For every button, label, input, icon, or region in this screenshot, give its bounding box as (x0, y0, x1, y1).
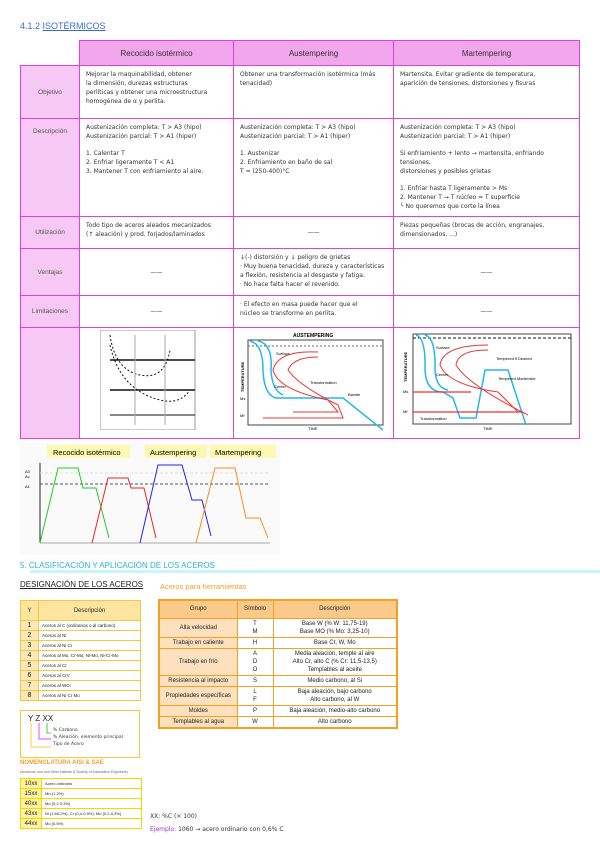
martempering-figure: TEMPERATURE Ms Mf Surface Center Tempered if … (403, 333, 572, 431)
table-cell: ↓(-) distorsión y ↓ peligro de grietas · … (233, 248, 394, 296)
table-row: Propiedades específicas L F Baja aleación, … (158, 685, 398, 706)
row-label: Ventajas (20, 248, 80, 296)
table-row: 43xx Ni (1,65-2%), Cr (0,4-0,9%), Mo (0,2… (20, 808, 142, 819)
table-cell: Martensita. Evitar gradiente de temperat… (393, 65, 580, 119)
table-row: Templables al agua W Alto carbono (158, 715, 398, 728)
table-row: 8 Aceros al Ni Cr Mo (20, 690, 141, 701)
svg-text:Ac: Ac (25, 474, 30, 479)
yzxx-box: Y Z XX % Carbono % Aleación, elemento pr… (20, 710, 140, 758)
table-cell: Austenización completa: T > A3 (hipo) Aus… (393, 118, 580, 217)
row-label: Objetivo (20, 65, 80, 119)
table-cell: —— (393, 248, 580, 296)
svg-text:Ms: Ms (403, 389, 408, 394)
table-cell: —— (79, 295, 234, 328)
svg-text:Ms: Ms (240, 396, 245, 401)
table-row: 44xx Mo (0,5%) (20, 818, 142, 829)
note-example: Ejemplo: 1060 → acero ordinario con 0,6%… (150, 826, 284, 833)
table-row: Limitaciones —— · El efecto en masa puede … (20, 295, 580, 328)
svg-text:Bainite: Bainite (348, 392, 361, 397)
table-row: 7 Aceros al WCr (20, 680, 141, 691)
svg-text:TIME: TIME (308, 426, 318, 431)
table-row: 10xx Acero ordinario (20, 778, 142, 789)
isothermal-table: Recocido isotérmico Austempering Martemp… (20, 40, 580, 439)
svg-text:Mf: Mf (403, 409, 408, 414)
austempering-figure: AUSTEMPERING TEMPERATURE Ms Mf TIME Surface Ce… (240, 333, 384, 431)
row-label: Utilización (20, 216, 80, 249)
herramientas-table: Grupo Símbolo Descripción Alta velocidad T M… (158, 599, 398, 729)
table-row: Trabajo en frío A D O Media aleación, temple… (158, 647, 398, 676)
svg-text:TIME: TIME (483, 426, 493, 431)
legend-martempering (210, 445, 276, 458)
table-row: 2 Aceros al Ni (20, 630, 141, 641)
table-cell: · El efecto en masa puede hacer que el nú… (233, 295, 394, 328)
legend-label: Recocido isotérmico (53, 448, 121, 457)
table-row: 1 Aceros al C (ordinarios o al carbono) (20, 620, 141, 631)
series-martempering (195, 467, 269, 544)
svg-text:Transformation: Transformation (420, 416, 447, 421)
section-divider (30, 570, 600, 573)
process-chart: Recocido isotérmico Austempering Martemp… (20, 443, 280, 555)
table-cell: Mejorar la maquinabilidad, obtener la dim… (79, 65, 234, 119)
svg-text:AUSTEMPERING: AUSTEMPERING (293, 333, 333, 339)
table-row: 40xx Mo (0,2-0,3%) (20, 798, 142, 809)
col-header: Martempering (393, 40, 580, 66)
table-row: Utilización Todo tipo de aceros aleados m… (20, 216, 580, 249)
y-axis-label: TEMPERATURE (240, 362, 245, 392)
table-row: 5 Aceros al Cr (20, 660, 141, 671)
table-row: Objetivo Mejorar la maquinabilidad, obten… (20, 65, 580, 119)
aisi-table: 10xx Acero ordinario 15xx Mn (1-2%) 40xx Mo (… (20, 778, 142, 829)
svg-text:Mf: Mf (240, 413, 245, 418)
table-row: Alta velocidad T M Base W (% W: 11,75-19) Ba… (158, 617, 398, 638)
table-cell: Todo tipo de aceros aleados mecanizados(… (79, 216, 234, 249)
section-heading: 4.1.2 ISOTÉRMICOS (20, 21, 106, 31)
legend-label: Martempering (215, 448, 261, 457)
series-recocido-parcial (91, 477, 157, 544)
col-header: Recocido isotérmico (79, 40, 234, 66)
col-header: Austempering (233, 40, 394, 66)
table-cell: Austenización completa: T > A3 (hipo) Aus… (233, 118, 394, 217)
table-row: Moldes P Baja aleación, medio-alto carbono (158, 704, 398, 717)
table-cell: —— (393, 295, 580, 328)
designacion-title: DESIGNACIÓN DE LOS ACEROS (20, 580, 144, 589)
svg-text:Transformation: Transformation (310, 380, 337, 385)
table-row: 3 Aceros al Ni Cr (20, 640, 141, 651)
svg-text:Center: Center (274, 384, 287, 389)
series-recocido (39, 467, 110, 544)
legend-recocido (47, 445, 130, 458)
legend-austempering (145, 445, 207, 458)
table-cell: —— (79, 248, 234, 296)
table-row: Trabajo en caliente H Base Cr, W, Mo (158, 636, 398, 649)
table-row: Descripción Austenización completa: T > A… (20, 118, 580, 217)
aisi-subtitle: (American Iron and Steel Institute & Soc… (20, 770, 128, 774)
table-row: 6 Aceros al CrV (20, 670, 141, 681)
table-cell: Obtener una transformación isotérmica (m… (233, 65, 394, 119)
ttt-diagram-figure (99, 329, 196, 431)
table-cell: —— (233, 216, 394, 249)
table-cell: Austenización completa: T > A3 (hipo) Aus… (79, 118, 234, 217)
table-row: 4 Aceros al Mo, Cr-Mo, Ni-Mo, Ni-Cr-Mo (20, 650, 141, 661)
row-label: Limitaciones (20, 295, 80, 328)
row-label: Descripción (20, 118, 80, 217)
note-xx: XX: %C (× 100) (150, 813, 198, 820)
process-chart-svg: Recocido isotérmico Austempering Martemp… (25, 445, 276, 544)
y-axis-label: TEMPERATURE (403, 352, 408, 382)
svg-text:Tempered if Desired: Tempered if Desired (496, 356, 532, 361)
table-row: Resistencia al impacto S Medio carbono, al… (158, 674, 398, 687)
designacion-table: Y Descripción 1 Aceros al C (ordinarios o … (20, 600, 141, 701)
table-row: Ventajas —— ↓(-) distorsión y ↓ peligro de… (20, 248, 580, 296)
svg-text:Center: Center (436, 372, 449, 377)
table-cell: Piezas pequeñas (brocas de acción, engra… (393, 216, 580, 249)
svg-text:Surface: Surface (436, 345, 451, 350)
svg-text:Surface: Surface (276, 351, 291, 356)
svg-text:A3: A3 (25, 469, 31, 474)
svg-text:A1: A1 (25, 484, 31, 489)
herramientas-title: Aceros para herramientas (160, 582, 247, 591)
svg-text:Tempered Martensite: Tempered Martensite (498, 376, 536, 381)
legend-label: Austempering (150, 448, 196, 457)
aisi-title: NOMENCLATURA AISI & SAE (20, 760, 104, 766)
table-row: 15xx Mn (1-2%) (20, 788, 142, 799)
section-5-heading: 5. CLASIFICACIÓN Y APLICACIÓN DE LOS ACE… (20, 561, 215, 570)
series-austempering (139, 464, 212, 544)
